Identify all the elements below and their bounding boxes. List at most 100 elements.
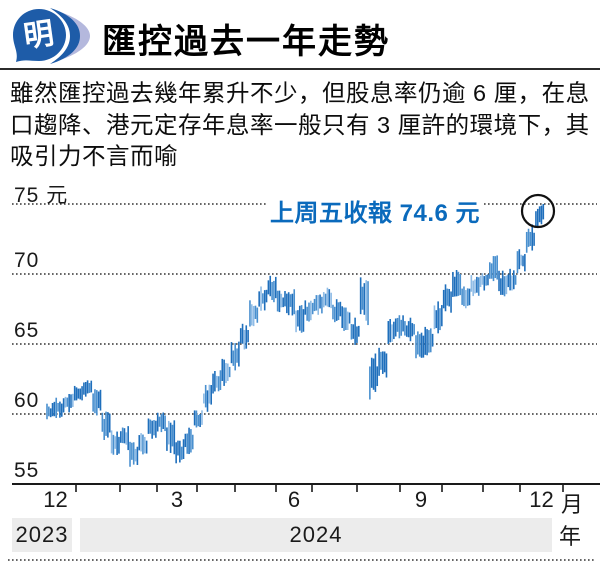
price-bar bbox=[365, 280, 367, 321]
price-bar bbox=[407, 321, 410, 338]
price-bar bbox=[429, 328, 432, 353]
price-bar bbox=[101, 412, 104, 432]
price-bar bbox=[88, 383, 91, 393]
price-bar bbox=[535, 211, 537, 227]
price-bar bbox=[328, 289, 331, 308]
price-bar bbox=[350, 324, 353, 340]
header: 明 匯控過去一年走勢 bbox=[0, 0, 600, 70]
price-bar bbox=[64, 396, 67, 408]
price-bar bbox=[201, 410, 203, 425]
price-bar bbox=[234, 343, 236, 371]
price-bar bbox=[536, 208, 539, 227]
price-bar bbox=[463, 286, 465, 307]
price-bar bbox=[310, 300, 312, 321]
price-bar bbox=[465, 290, 467, 309]
mingpao-logo: 明 bbox=[13, 8, 90, 64]
price-bar bbox=[59, 401, 61, 418]
price-bar bbox=[208, 384, 211, 404]
price-bar bbox=[282, 297, 284, 308]
price-bar bbox=[525, 231, 528, 253]
price-bar bbox=[158, 416, 161, 427]
price-bar bbox=[418, 334, 421, 357]
price-bar bbox=[72, 393, 74, 407]
price-bar bbox=[70, 394, 72, 408]
price-bar bbox=[77, 388, 80, 399]
price-bar bbox=[391, 324, 393, 342]
price-bar bbox=[442, 289, 445, 309]
price-bar bbox=[289, 294, 292, 307]
price-bar bbox=[324, 293, 327, 306]
price-bar bbox=[123, 428, 126, 444]
price-bar bbox=[448, 288, 451, 307]
price-bar bbox=[459, 274, 462, 296]
price-bar bbox=[330, 292, 332, 309]
price-bar bbox=[479, 275, 482, 288]
price-bar bbox=[184, 433, 187, 448]
price-bar bbox=[457, 271, 460, 296]
price-bar bbox=[540, 205, 543, 225]
price-bar bbox=[383, 351, 386, 373]
price-bar bbox=[228, 366, 231, 378]
x-tick-label: 12 bbox=[43, 487, 68, 512]
price-bar bbox=[538, 206, 541, 223]
price-bar bbox=[271, 281, 273, 300]
price-bar bbox=[260, 286, 262, 311]
price-bar bbox=[143, 436, 146, 454]
price-bar bbox=[489, 262, 491, 279]
price-bar bbox=[66, 397, 69, 407]
price-bar bbox=[498, 270, 500, 292]
price-bar bbox=[210, 385, 212, 405]
price-bar bbox=[313, 298, 316, 312]
price-bar bbox=[269, 275, 272, 297]
price-bar bbox=[509, 268, 511, 291]
price-bar bbox=[60, 403, 63, 417]
price-bar bbox=[527, 228, 530, 247]
price-bar bbox=[370, 357, 373, 388]
price-bar bbox=[134, 448, 137, 462]
price-bar bbox=[149, 419, 152, 434]
y-tick-label: 55 bbox=[14, 459, 40, 482]
price-bar bbox=[195, 410, 198, 428]
price-bar bbox=[107, 412, 109, 438]
price-bars bbox=[46, 204, 545, 467]
year-unit: 年 bbox=[559, 524, 582, 549]
price-bar bbox=[542, 204, 545, 220]
price-bar bbox=[160, 414, 163, 433]
price-bar bbox=[182, 439, 185, 459]
price-bar bbox=[321, 296, 323, 314]
price-bar bbox=[494, 256, 497, 279]
price-bar bbox=[188, 427, 190, 455]
price-bar bbox=[376, 366, 379, 387]
axis bbox=[12, 483, 600, 492]
price-bar bbox=[439, 308, 441, 331]
price-bar bbox=[254, 305, 257, 319]
price-bar bbox=[413, 324, 415, 335]
price-bar bbox=[223, 359, 225, 386]
price-bar bbox=[345, 307, 347, 331]
price-bar bbox=[332, 304, 334, 320]
y-tick-label: 75 元 bbox=[14, 184, 69, 207]
price-bar bbox=[450, 291, 452, 313]
price-bar bbox=[452, 271, 454, 297]
price-bar bbox=[492, 256, 495, 282]
price-bar bbox=[453, 276, 456, 297]
price-bar bbox=[435, 310, 438, 329]
last-close-circle bbox=[520, 193, 556, 229]
price-bar bbox=[400, 319, 403, 336]
price-bar bbox=[274, 276, 277, 299]
price-bar bbox=[94, 389, 96, 414]
price-bar bbox=[315, 295, 318, 311]
price-bar bbox=[505, 275, 508, 295]
price-bar bbox=[162, 412, 165, 430]
price-bar bbox=[263, 290, 266, 311]
price-bar bbox=[363, 283, 366, 315]
price-bar bbox=[258, 291, 260, 307]
price-bar bbox=[249, 300, 251, 327]
price-bar bbox=[212, 373, 214, 394]
price-bar bbox=[193, 410, 196, 426]
price-bar bbox=[267, 280, 270, 295]
price-bar bbox=[317, 295, 320, 315]
y-tick-label: 70 bbox=[14, 249, 40, 272]
price-bar bbox=[284, 291, 286, 307]
price-bar bbox=[79, 388, 82, 400]
